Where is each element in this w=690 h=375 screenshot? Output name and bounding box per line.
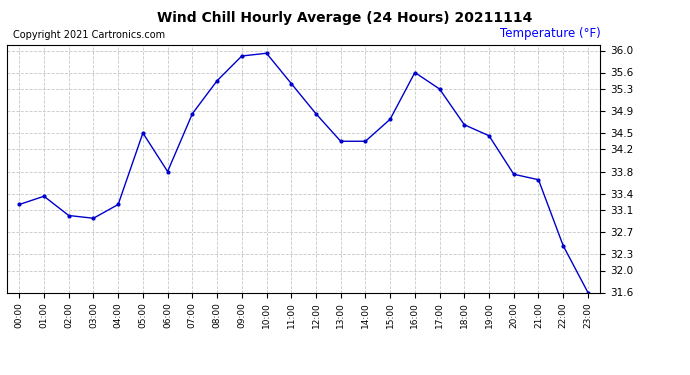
Text: Wind Chill Hourly Average (24 Hours) 20211114: Wind Chill Hourly Average (24 Hours) 202… [157, 11, 533, 25]
Text: Copyright 2021 Cartronics.com: Copyright 2021 Cartronics.com [13, 30, 165, 40]
Text: Temperature (°F): Temperature (°F) [500, 27, 600, 40]
